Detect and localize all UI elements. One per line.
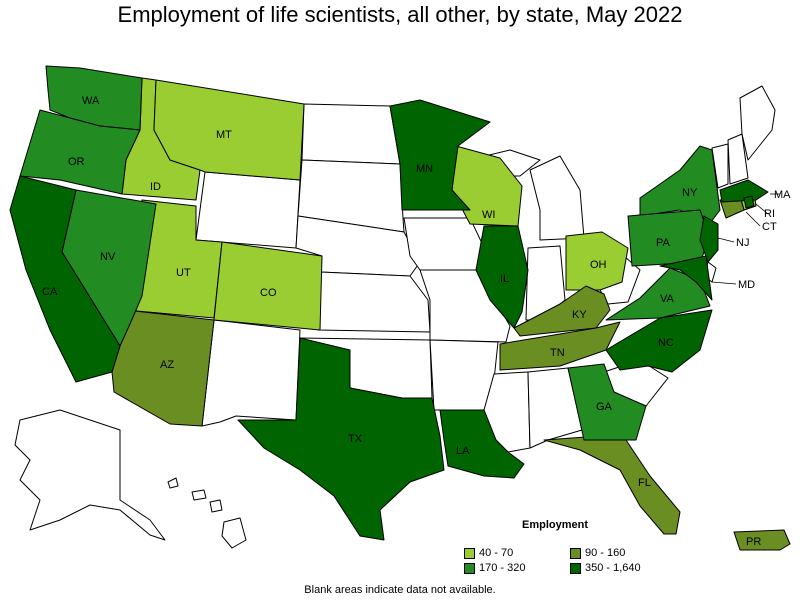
state-hi-3 <box>209 499 223 513</box>
state-ma <box>719 179 769 203</box>
legend-label: 40 - 70 <box>479 547 514 559</box>
label-pr: PR <box>746 536 761 548</box>
label-la: LA <box>456 445 470 457</box>
label-fl: FL <box>638 477 651 489</box>
state-labels: WA OR CA NV ID MT UT AZ CO TX MN WI IL L… <box>42 95 791 548</box>
label-ky: KY <box>572 309 587 321</box>
legend-title: Employment <box>522 519 589 531</box>
label-tn: TN <box>550 347 565 359</box>
state-ks <box>317 271 431 333</box>
label-ny: NY <box>682 187 698 199</box>
label-az: AZ <box>160 359 174 371</box>
legend-swatch <box>464 547 475 559</box>
state-vt <box>711 143 729 189</box>
leader-lines <box>711 193 780 285</box>
state-ga <box>567 363 647 441</box>
state-hi-2 <box>191 489 207 501</box>
state-oh <box>565 231 629 291</box>
label-id: ID <box>150 181 161 193</box>
label-nv: NV <box>100 251 116 263</box>
label-nc: NC <box>658 337 674 349</box>
state-al <box>527 367 583 449</box>
state-mn <box>389 99 491 211</box>
state-or <box>19 109 141 195</box>
state-la <box>439 409 525 479</box>
legend-label: 90 - 160 <box>585 547 626 559</box>
legend-label: 350 - 1,640 <box>585 562 641 574</box>
label-ut: UT <box>176 267 191 279</box>
label-wa: WA <box>82 95 100 107</box>
label-tx: TX <box>348 433 363 445</box>
state-il <box>475 225 529 329</box>
label-ca: CA <box>42 286 58 298</box>
state-ia <box>403 217 489 271</box>
state-ky <box>513 285 611 337</box>
state-nc <box>605 309 713 373</box>
label-ma: MA <box>774 189 791 201</box>
label-mn: MN <box>416 163 433 175</box>
legend-swatch <box>570 547 581 559</box>
label-va: VA <box>660 293 675 305</box>
label-co: CO <box>260 287 277 299</box>
state-ri <box>743 195 755 209</box>
state-wy <box>195 171 301 249</box>
label-il: IL <box>500 273 509 285</box>
state-pr <box>733 529 791 551</box>
legend-item-90-160: 90 - 160 <box>570 547 625 559</box>
state-tx <box>237 337 445 541</box>
label-oh: OH <box>590 259 607 271</box>
label-nj: NJ <box>736 237 749 249</box>
range-170-320 <box>19 65 721 441</box>
state-me <box>739 85 776 161</box>
label-mt: MT <box>216 129 232 141</box>
label-ri: RI <box>764 208 775 220</box>
range-350-1640 <box>9 99 769 541</box>
map-title: Employment of life scientists, all other… <box>117 2 683 27</box>
legend-swatch <box>570 562 581 574</box>
footnote: Blank areas indicate data not available. <box>304 584 496 596</box>
state-nm <box>201 319 301 427</box>
legend-swatch <box>464 562 475 574</box>
label-ga: GA <box>596 401 613 413</box>
legend-item-170-320: 170 - 320 <box>464 562 525 574</box>
state-nj <box>699 215 719 263</box>
label-md: MD <box>738 279 755 291</box>
label-or: OR <box>68 156 85 168</box>
legend-item-350-1640: 350 - 1,640 <box>570 562 641 574</box>
legend-item-40-70: 40 - 70 <box>464 547 513 559</box>
label-ct: CT <box>762 221 777 233</box>
label-pa: PA <box>656 237 671 249</box>
state-hi-4 <box>221 517 247 549</box>
range-90-160 <box>111 195 791 551</box>
state-nh <box>727 133 749 185</box>
state-hi-1 <box>167 477 179 489</box>
state-nd <box>301 103 401 165</box>
state-ca <box>9 175 121 383</box>
state-mi <box>529 155 585 241</box>
state-sd <box>297 159 405 233</box>
state-mt <box>153 79 305 181</box>
state-co <box>213 241 323 331</box>
state-ak <box>14 409 166 541</box>
state-md <box>659 255 713 301</box>
label-wi: WI <box>482 209 495 221</box>
legend-label: 170 - 320 <box>479 562 526 574</box>
